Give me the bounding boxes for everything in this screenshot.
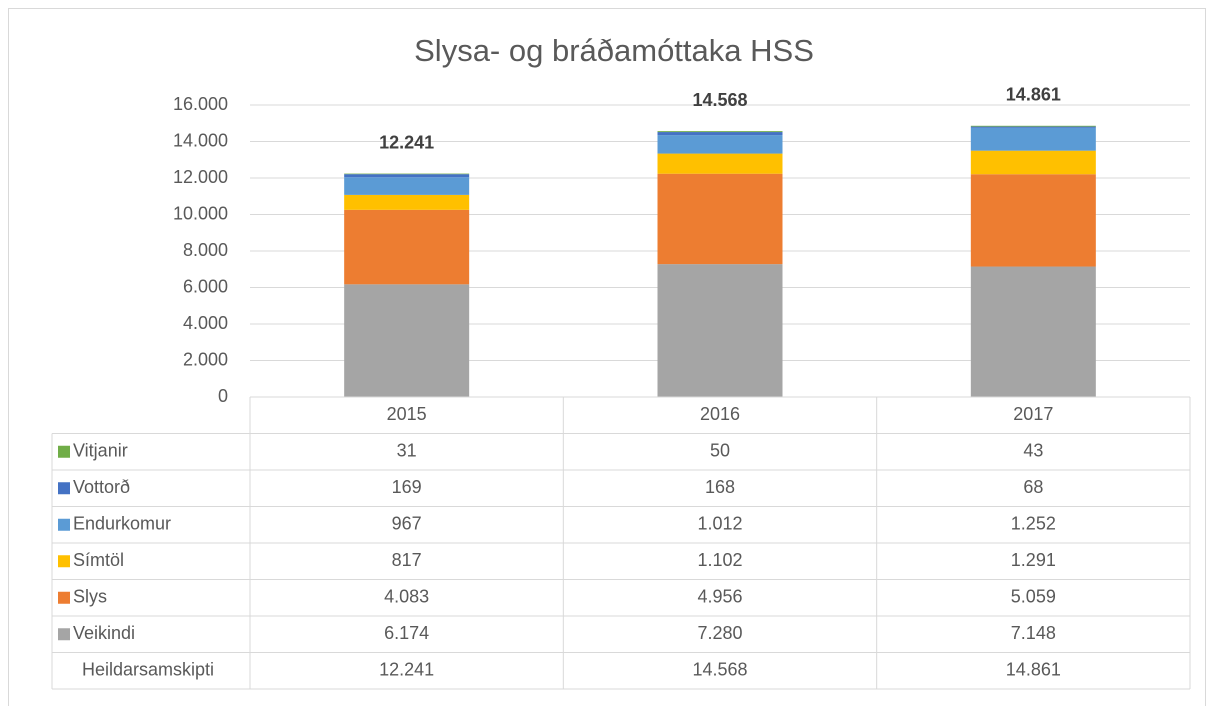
table-cell: 169 [392,477,422,497]
bar-segment [970,125,1096,127]
legend-label: Vottorð [73,477,130,497]
legend-key [58,555,70,568]
legend-label: Vitjanir [73,441,128,461]
bar-segment [970,266,1096,397]
table-cell: 168 [705,477,735,497]
total-label: 14.861 [1006,85,1061,105]
table-cell: 1.102 [697,550,742,570]
bar-segment [970,126,1096,128]
legend-label: Endurkomur [73,514,171,534]
legend-key [58,591,70,604]
table-cell: 1.012 [697,514,742,534]
table-cell: 4.083 [384,587,429,607]
y-tick-label: 2.000 [183,349,228,369]
table-cell: 7.280 [697,623,742,643]
bar-segment [970,127,1096,151]
table-cell: 6.174 [384,623,429,643]
y-tick-label: 16.000 [173,94,228,114]
table-cell: 12.241 [379,660,434,680]
table-cell: 1.252 [1011,514,1056,534]
bar-segment [657,173,783,265]
chart-title: Slysa- og bráðamóttaka HSS [414,33,814,68]
bar-segment [344,174,470,178]
legend-label: Heildarsamskipti [82,660,214,680]
y-tick-label: 12.000 [173,167,228,187]
table-cell: 50 [710,441,730,461]
legend-key [58,518,70,531]
y-tick-label: 14.000 [173,130,228,150]
legend-key [58,482,70,495]
bar-segment [344,209,470,285]
legend-label: Veikindi [73,623,135,643]
x-tick-label: 2017 [1013,404,1053,424]
table-cell: 14.568 [692,660,747,680]
y-tick-label: 8.000 [183,240,228,260]
legend-label: Slys [73,587,107,607]
bar-segment [344,177,470,195]
legend-label: Símtöl [73,550,124,570]
bar-segment [970,150,1096,175]
table-cell: 14.861 [1006,660,1061,680]
table-cell: 43 [1023,441,1043,461]
bar-segment [344,284,470,397]
table-cell: 967 [392,514,422,534]
bar-segment [657,264,783,397]
bar-segment [344,194,470,210]
total-label: 12.241 [379,132,434,152]
bar-segment [657,131,783,133]
y-tick-label: 0 [218,386,228,406]
bar-segment [970,174,1096,267]
total-label: 14.568 [692,90,747,110]
bar-segment [657,135,783,154]
table-cell: 7.148 [1011,623,1056,643]
bar-segment [344,173,470,175]
y-tick-label: 10.000 [173,203,228,223]
table-cell: 68 [1023,477,1043,497]
table-cell: 4.956 [697,587,742,607]
table-cell: 5.059 [1011,587,1056,607]
table-cell: 31 [397,441,417,461]
table-cell: 817 [392,550,422,570]
bar-segment [657,153,783,174]
bar-segment [657,132,783,136]
legend-key [58,628,70,641]
y-tick-label: 6.000 [183,276,228,296]
x-tick-label: 2016 [700,404,740,424]
y-tick-label: 4.000 [183,313,228,333]
legend-key [58,445,70,458]
table-cell: 1.291 [1011,550,1056,570]
x-tick-label: 2015 [387,404,427,424]
